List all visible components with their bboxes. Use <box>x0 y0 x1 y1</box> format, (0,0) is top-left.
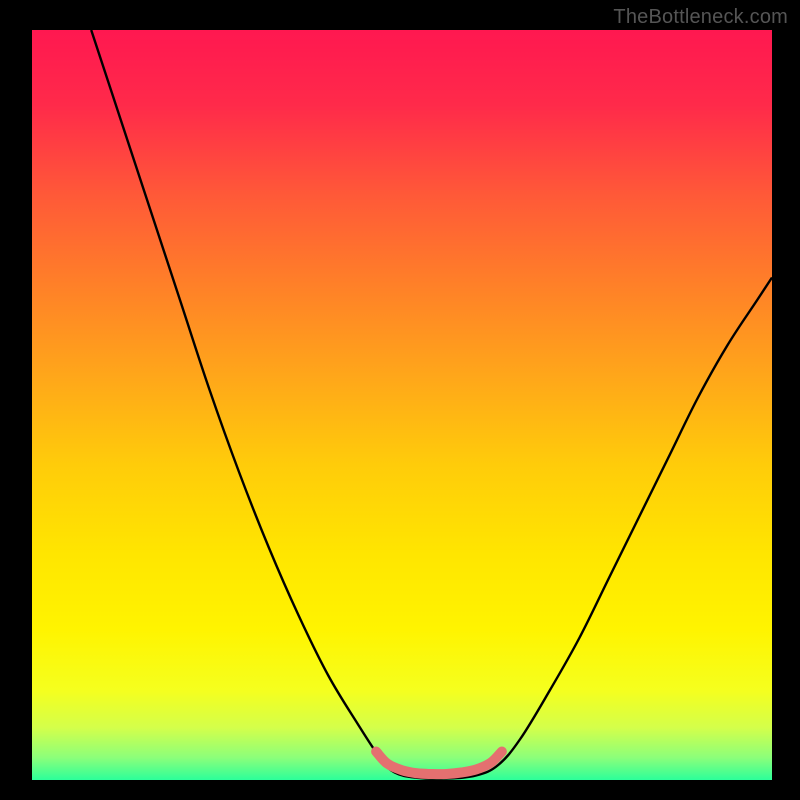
attribution-text: TheBottleneck.com <box>613 6 788 29</box>
valley-highlight <box>376 752 502 775</box>
chart-container: TheBottleneck.com <box>0 0 800 800</box>
curve-svg-layer <box>32 30 772 780</box>
bottleneck-curve <box>91 30 772 779</box>
plot-area <box>32 30 772 780</box>
